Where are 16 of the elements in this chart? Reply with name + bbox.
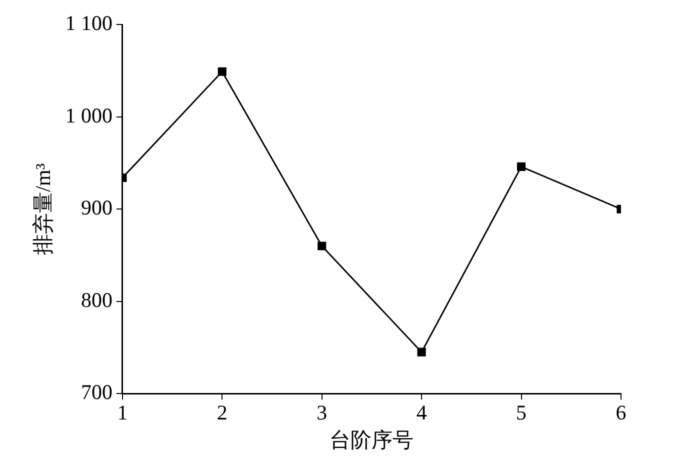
y-tick-label: 1 100 — [65, 11, 112, 36]
x-tick-label: 5 — [516, 400, 527, 425]
point — [417, 348, 426, 356]
y-axis-title: 排弃量/m³ — [31, 163, 56, 255]
point — [218, 67, 226, 76]
x-tick-label: 4 — [416, 400, 428, 425]
x-tick-label: 2 — [216, 400, 228, 425]
y-tick-label: 800 — [80, 288, 112, 312]
x-tick-label: 3 — [316, 400, 328, 425]
x-tick-label: 6 — [616, 400, 626, 425]
y-tick-label: 700 — [80, 380, 112, 404]
x-axis-title: 台阶序号 — [330, 428, 414, 452]
y-tick-label: 1 000 — [65, 103, 112, 128]
point — [318, 242, 326, 250]
y-tick-label: 900 — [80, 196, 112, 220]
x-tick-label: 1 — [117, 400, 128, 425]
